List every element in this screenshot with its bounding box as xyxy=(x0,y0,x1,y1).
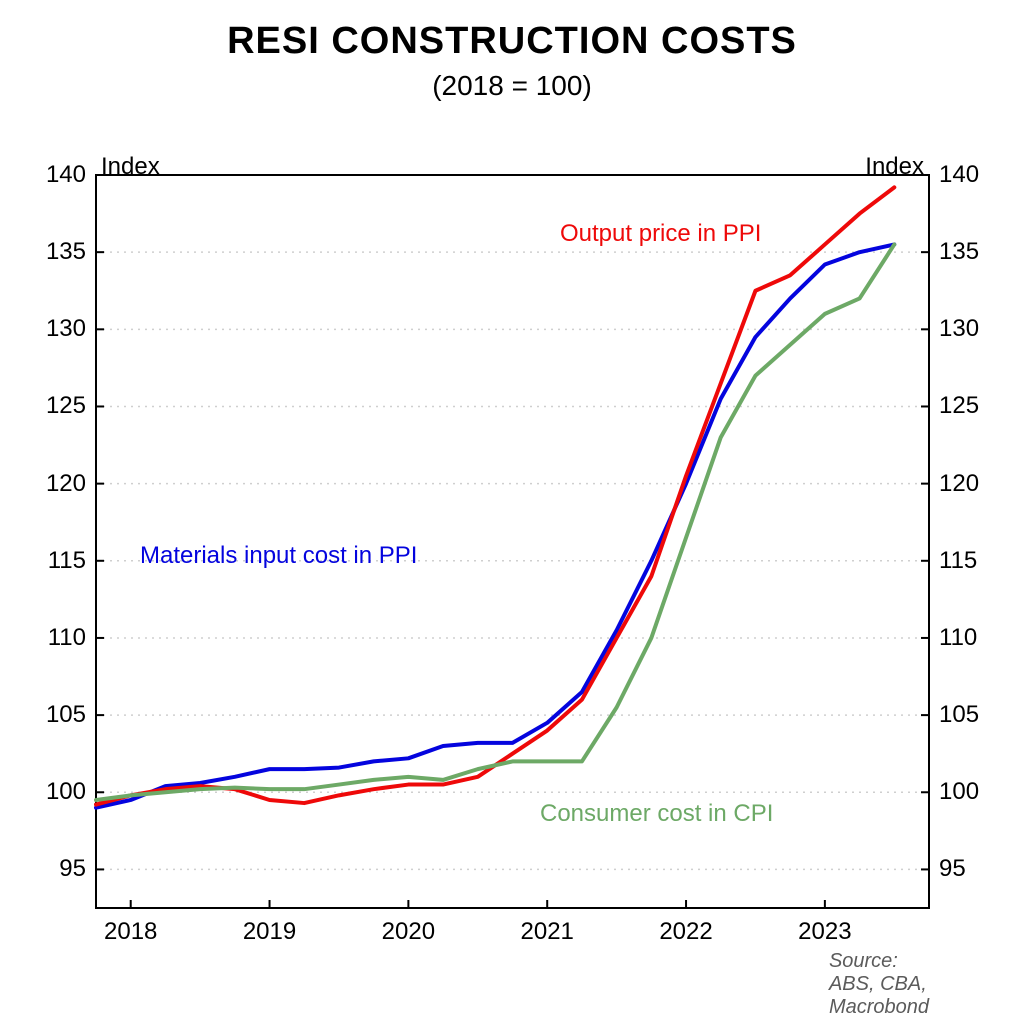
y-tick-right: 135 xyxy=(939,238,979,266)
series-label: Materials input cost in PPI xyxy=(140,542,417,570)
chart-title: RESI CONSTRUCTION COSTS xyxy=(0,20,1024,63)
chart-plot xyxy=(0,0,1024,991)
y-tick-left: 115 xyxy=(48,547,86,575)
y-tick-right: 95 xyxy=(939,855,966,883)
y-tick-right: 110 xyxy=(939,624,977,652)
y-tick-left: 130 xyxy=(46,315,86,343)
y-axis-title-left: Index xyxy=(101,153,160,181)
chart-source: Source: ABS, CBA, Macrobond xyxy=(829,950,929,1019)
y-tick-right: 120 xyxy=(939,470,979,498)
chart-subtitle: (2018 = 100) xyxy=(0,70,1024,102)
y-tick-right: 105 xyxy=(939,701,979,729)
x-tick: 2021 xyxy=(521,918,574,946)
chart-container: { "chart": { "type": "line", "title": "R… xyxy=(0,0,1024,991)
y-tick-right: 100 xyxy=(939,778,979,806)
y-tick-left: 120 xyxy=(46,470,86,498)
y-tick-right: 130 xyxy=(939,315,979,343)
x-tick: 2022 xyxy=(659,918,712,946)
y-tick-right: 115 xyxy=(939,547,977,575)
y-tick-left: 100 xyxy=(46,778,86,806)
x-tick: 2020 xyxy=(382,918,435,946)
x-tick: 2019 xyxy=(243,918,296,946)
y-tick-right: 125 xyxy=(939,392,979,420)
series-label: Output price in PPI xyxy=(560,220,761,248)
y-tick-left: 135 xyxy=(46,238,86,266)
series-label: Consumer cost in CPI xyxy=(540,800,773,828)
y-tick-left: 140 xyxy=(46,161,86,189)
y-axis-title-right: Index xyxy=(865,153,924,181)
y-tick-right: 140 xyxy=(939,161,979,189)
y-tick-left: 105 xyxy=(46,701,86,729)
y-tick-left: 125 xyxy=(46,392,86,420)
y-tick-left: 110 xyxy=(48,624,86,652)
y-tick-left: 95 xyxy=(59,855,86,883)
x-tick: 2018 xyxy=(104,918,157,946)
x-tick: 2023 xyxy=(798,918,851,946)
